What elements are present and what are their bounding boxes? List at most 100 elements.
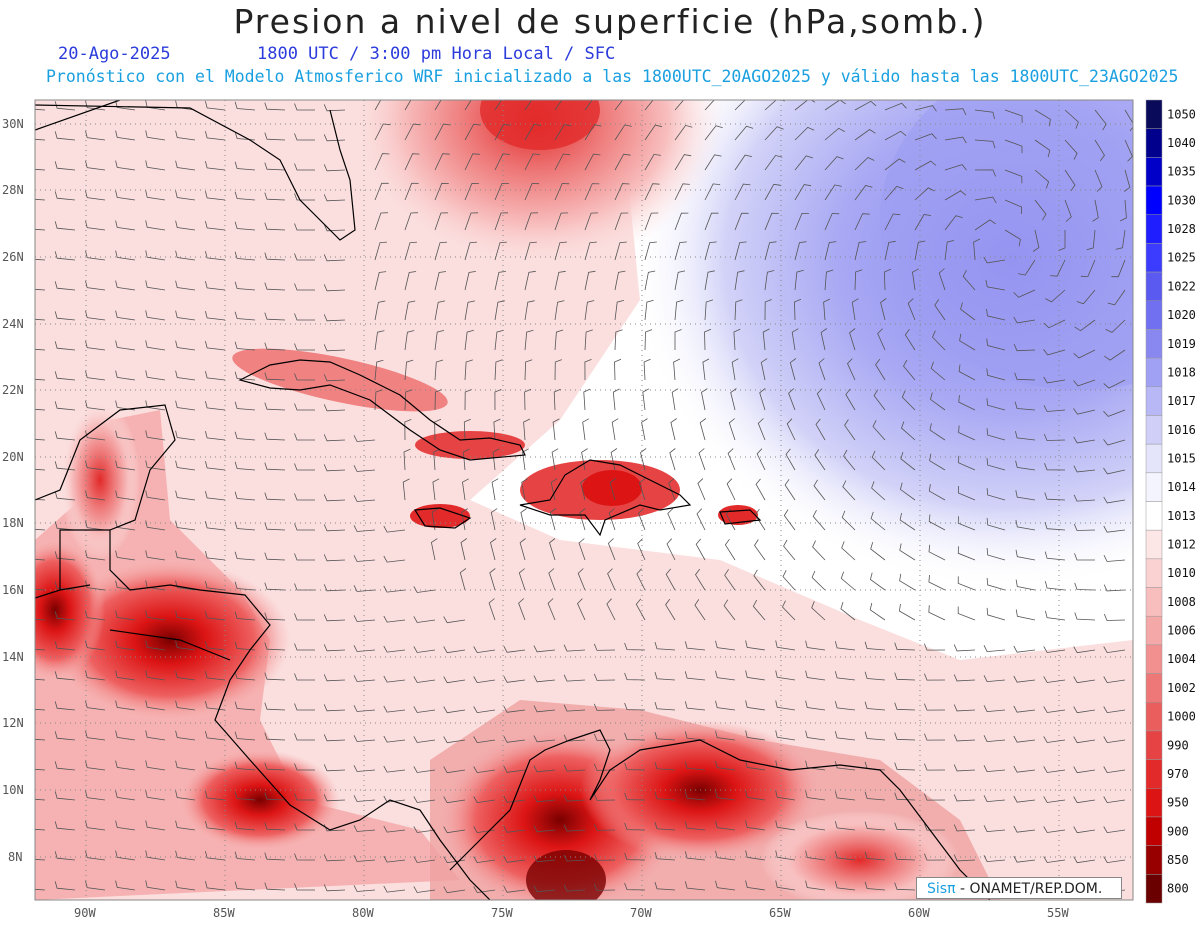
wind-barb <box>928 484 946 501</box>
wind-barb <box>85 280 106 291</box>
wind-barb <box>815 418 826 441</box>
wind-barb <box>353 675 376 682</box>
wind-barb <box>762 328 770 351</box>
wind-barb <box>294 343 315 351</box>
wind-barb <box>854 269 863 291</box>
wind-barb <box>983 675 1006 683</box>
wind-barb <box>624 822 646 831</box>
wind-barb <box>175 520 196 531</box>
wind-barb <box>864 851 886 861</box>
wind-barb <box>323 224 346 232</box>
colorbar-swatch <box>1145 300 1163 330</box>
wind-barb <box>205 431 226 441</box>
wind-barb <box>175 190 196 201</box>
wind-barb <box>1064 139 1078 160</box>
wind-barb <box>584 183 600 201</box>
wind-barb <box>734 154 752 171</box>
wind-barb <box>1004 199 1023 215</box>
map-title: Presion a nivel de superficie (hPa,somb.… <box>233 2 987 41</box>
wind-barb <box>264 762 286 771</box>
wind-barb <box>1004 169 1023 184</box>
lon-label: 65W <box>769 906 791 920</box>
wind-barb <box>54 851 76 861</box>
wind-barb <box>35 528 46 531</box>
wind-barb <box>1119 199 1127 222</box>
wind-barb <box>864 671 886 681</box>
wind-barb <box>85 790 106 801</box>
wind-barb <box>805 670 826 681</box>
wind-barb <box>205 251 226 261</box>
wind-barb <box>404 359 414 381</box>
wind-barb <box>234 371 256 381</box>
lon-label: 80W <box>352 906 374 920</box>
wind-barb <box>383 825 406 833</box>
wind-barb <box>985 279 1006 291</box>
wind-barb <box>413 646 436 653</box>
wind-barb <box>577 568 586 591</box>
wind-barb <box>1073 766 1096 774</box>
wind-barb <box>264 312 286 321</box>
wind-barb <box>584 270 596 291</box>
wind-barb <box>983 765 1006 773</box>
wind-barb <box>847 358 856 381</box>
wind-barb <box>1050 259 1066 277</box>
wind-barb <box>929 453 946 471</box>
wind-barb <box>533 735 556 743</box>
wind-barb <box>953 794 976 802</box>
wind-barb <box>1043 706 1066 713</box>
wind-barb <box>404 100 412 111</box>
wind-barb <box>473 736 496 744</box>
wind-barb <box>554 153 571 171</box>
wind-barb <box>503 706 526 713</box>
wind-barb <box>644 183 660 201</box>
wind-barb <box>1004 229 1021 247</box>
wind-barb <box>85 760 106 771</box>
wind-barb <box>1105 319 1126 333</box>
wind-barb <box>294 823 315 831</box>
wind-barb <box>175 820 196 831</box>
wind-barb <box>654 701 676 711</box>
wind-barb <box>413 706 436 713</box>
wind-barb <box>524 212 539 231</box>
wind-barb <box>35 768 46 771</box>
wind-barb <box>430 538 438 561</box>
wind-barb <box>764 154 783 171</box>
wind-barb <box>953 824 976 832</box>
wind-barb <box>593 673 616 681</box>
wind-barb <box>912 268 919 291</box>
wind-barb <box>1015 460 1036 471</box>
wind-barb <box>671 388 679 411</box>
wind-barb <box>1064 169 1076 191</box>
wind-barb <box>734 100 755 111</box>
wind-barb <box>518 598 526 621</box>
wind-barb <box>461 508 468 531</box>
wind-barb <box>1073 349 1096 359</box>
wind-barb <box>413 856 436 863</box>
wind-barb <box>814 449 826 471</box>
wind-barb <box>864 641 886 651</box>
wind-barb <box>443 766 466 774</box>
wind-barb <box>494 100 502 111</box>
wind-barb <box>413 766 436 773</box>
wind-barb <box>205 491 226 501</box>
wind-barb <box>35 558 46 561</box>
wind-barb <box>145 430 166 441</box>
wind-barb <box>464 241 478 261</box>
wind-barb <box>518 568 526 591</box>
wind-barb <box>234 701 256 711</box>
wind-barb <box>85 730 106 741</box>
wind-barb <box>85 220 106 231</box>
wind-barb <box>463 418 471 441</box>
wind-barb <box>353 765 376 772</box>
colorbar-label: 1040 <box>1167 136 1196 150</box>
wind-barb <box>1064 109 1079 129</box>
wind-barb <box>494 182 510 201</box>
wind-barb <box>264 732 286 741</box>
wind-barb <box>503 886 526 893</box>
wind-barb <box>894 642 916 651</box>
wind-barb <box>494 271 506 291</box>
wind-barb <box>145 130 166 141</box>
wind-barb <box>145 160 166 171</box>
wind-barb <box>1058 230 1066 251</box>
wind-barb <box>811 570 826 591</box>
